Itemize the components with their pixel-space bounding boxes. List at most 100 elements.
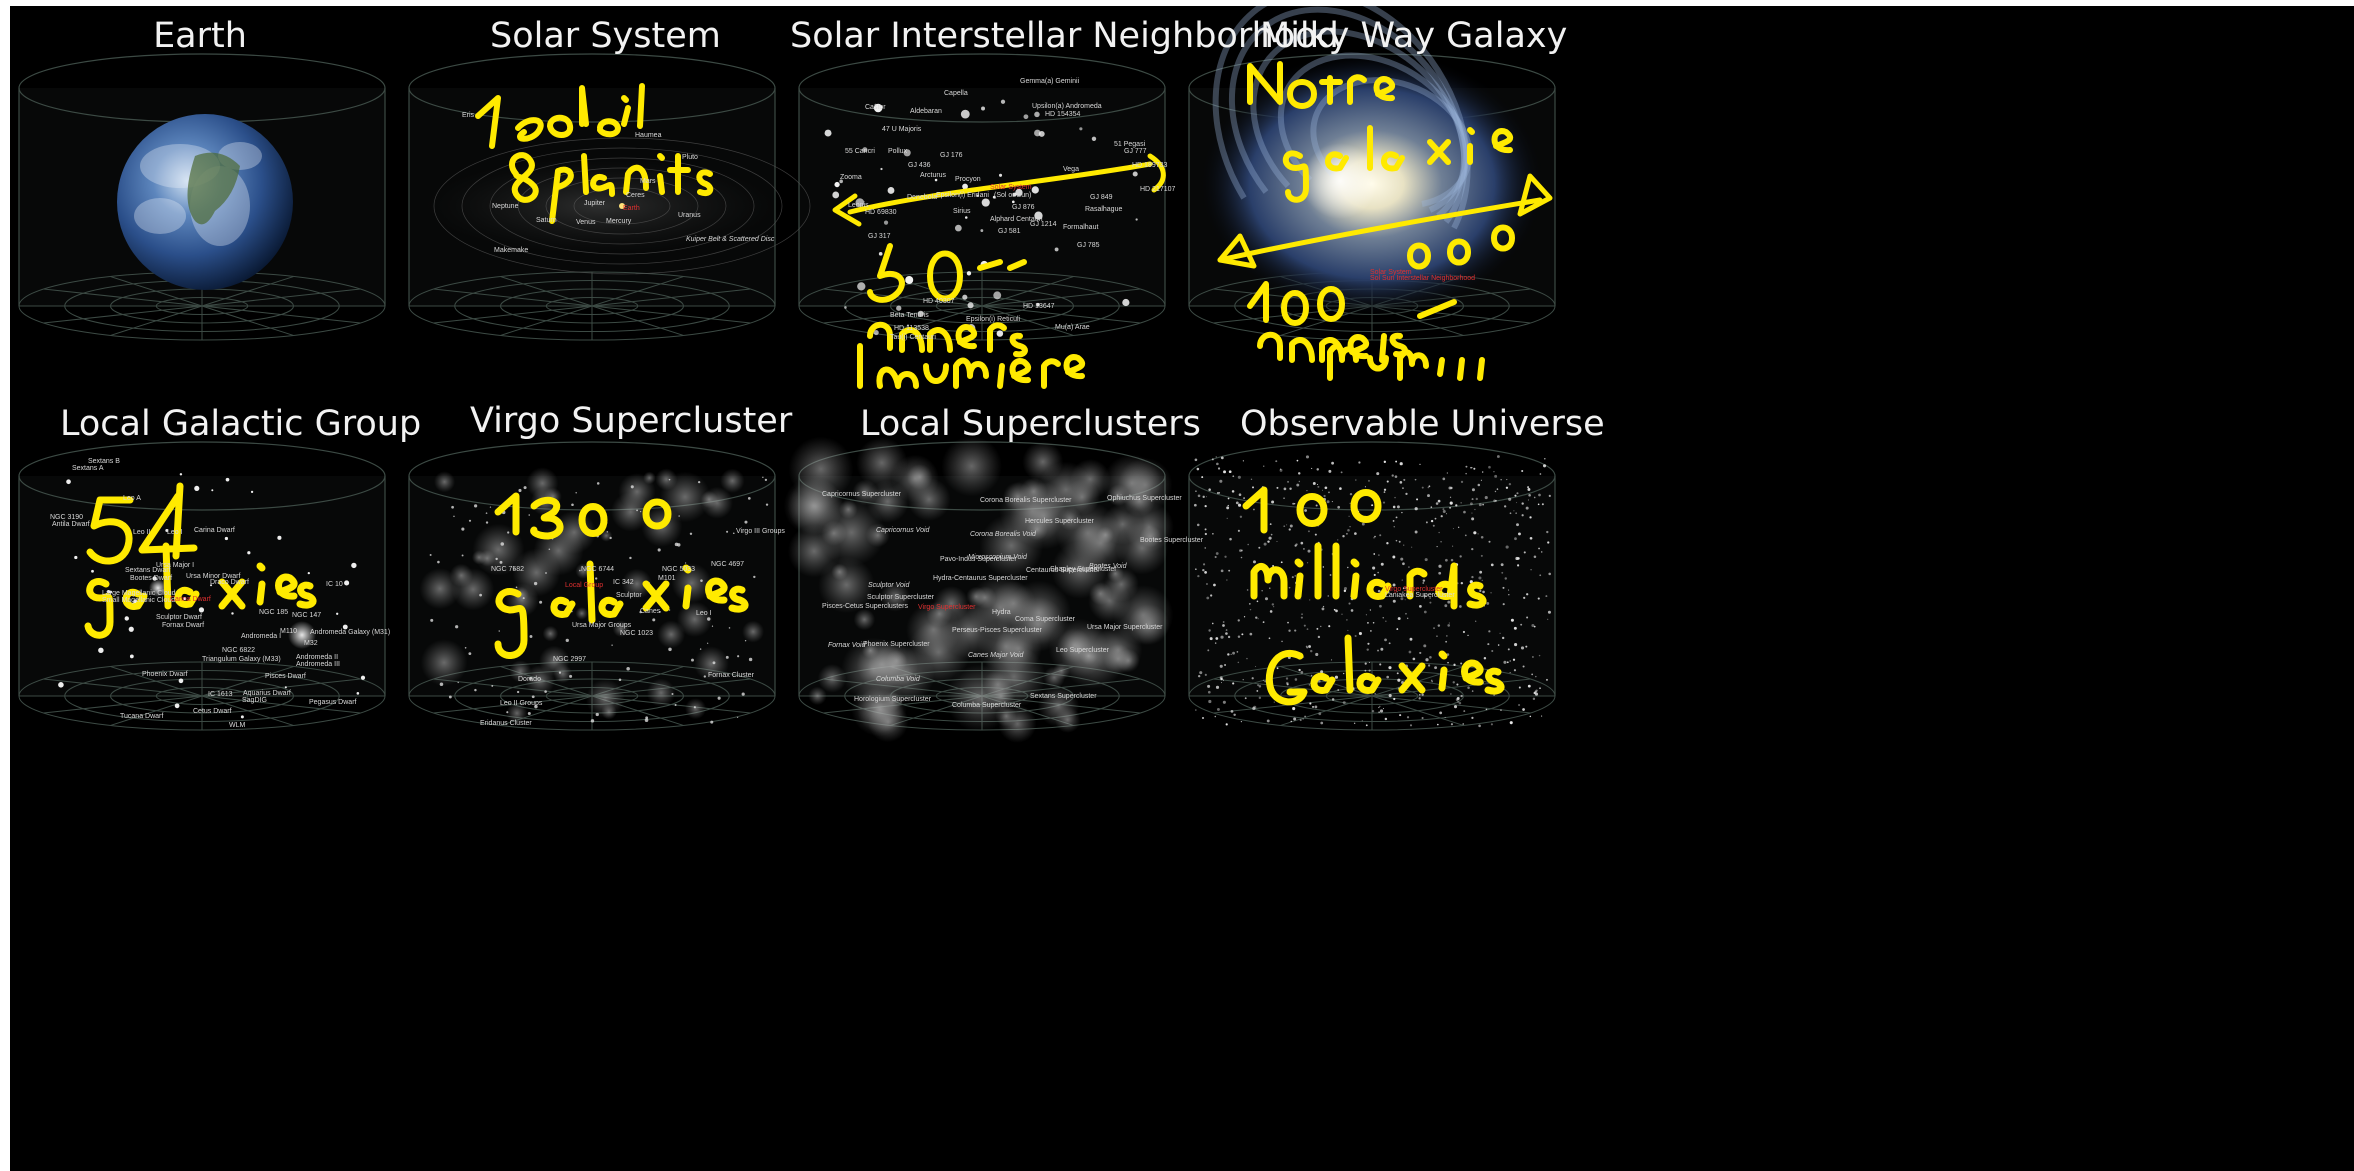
galaxy-dot <box>697 480 701 484</box>
cylinder-frame <box>18 441 386 731</box>
supercluster-cloud <box>817 498 886 567</box>
galaxy-speck <box>1288 629 1291 632</box>
galaxy-speck <box>1298 668 1301 672</box>
galaxy-speck <box>1460 662 1463 665</box>
galaxy-speck <box>1490 592 1492 594</box>
galaxy-speck <box>1422 582 1425 584</box>
galaxy-cluster-clump <box>434 471 456 493</box>
galaxy-speck <box>1226 517 1228 519</box>
spiral-arm <box>1212 6 1471 230</box>
supercluster-cloud <box>1128 604 1170 646</box>
galaxy-speck <box>1303 624 1306 627</box>
galaxy-dot <box>58 682 64 688</box>
galaxy-speck <box>1300 598 1302 600</box>
galaxy-speck <box>1428 664 1431 667</box>
galaxy-speck <box>1402 587 1405 590</box>
galaxy-speck <box>1232 682 1235 685</box>
grid-spoke <box>110 666 203 697</box>
galaxy-speck <box>1365 614 1368 616</box>
galaxy-speck <box>1538 493 1541 497</box>
galaxy-dot <box>360 675 366 680</box>
galaxy-speck <box>1306 490 1308 492</box>
galaxy-speck <box>1202 495 1205 498</box>
supercluster-cloud <box>891 454 939 503</box>
object-label: Andromeda Galaxy (M31) <box>310 629 391 636</box>
galaxy-speck <box>1279 468 1282 470</box>
supercluster-cloud <box>841 637 906 703</box>
galaxy-speck <box>1206 596 1210 600</box>
galaxy-dot <box>545 572 547 574</box>
galaxy-cluster-clump <box>472 523 525 576</box>
handwriting-arrowhead <box>1147 153 1166 193</box>
galaxy-speck <box>1207 684 1211 688</box>
galaxy-speck <box>1215 456 1217 458</box>
star-dot <box>1054 247 1059 252</box>
galaxy-cluster-clump <box>643 471 656 485</box>
galaxy-speck <box>1445 513 1448 515</box>
galaxy-dot <box>500 542 505 546</box>
galaxy-speck <box>1371 709 1375 713</box>
star-dot <box>1036 302 1040 307</box>
galaxy-speck <box>1196 523 1200 527</box>
galaxy-speck <box>1378 711 1380 713</box>
galaxy-speck <box>1496 455 1500 458</box>
galaxy-speck <box>1395 516 1398 519</box>
galaxy-speck <box>1246 657 1248 660</box>
galaxy-speck <box>1500 479 1502 481</box>
galaxy-dot <box>765 503 769 506</box>
star-dot <box>992 195 996 199</box>
supercluster-cloud <box>1022 441 1064 483</box>
galaxy-speck <box>1211 458 1214 461</box>
star-dot <box>967 302 974 309</box>
galaxy-dot <box>732 532 735 535</box>
galaxy-dot <box>468 652 472 656</box>
grid-spoke <box>433 288 593 307</box>
galaxy-speck <box>1484 496 1488 500</box>
galaxy-dot <box>741 692 745 696</box>
object-label: Leo A <box>123 495 141 502</box>
galaxy-speck <box>1482 590 1485 594</box>
galaxy-speck <box>1287 480 1289 483</box>
galaxy-dot <box>522 597 525 600</box>
galaxy-speck <box>1482 503 1484 506</box>
figure-artwork <box>18 6 1556 743</box>
galaxy-speck <box>1355 479 1357 481</box>
star-dot <box>1132 171 1138 177</box>
galaxy-speck <box>1225 723 1228 726</box>
galaxy-speck <box>1368 479 1370 482</box>
galaxy-speck <box>1201 476 1204 479</box>
galaxy-speck <box>1446 635 1448 637</box>
galaxy-speck <box>1232 475 1235 478</box>
object-label: Ursa Major I <box>156 562 195 569</box>
galaxy-speck <box>1537 503 1540 506</box>
galaxy-speck <box>1308 645 1311 648</box>
galaxy-speck <box>1480 479 1482 481</box>
galaxy-speck <box>1392 599 1396 603</box>
object-label: Sculptor Supercluster <box>867 594 934 601</box>
galaxy-dot <box>211 489 214 492</box>
grid-spoke <box>591 288 751 307</box>
galaxy-cluster-clump <box>600 529 613 542</box>
object-label: Mu(a) Arae <box>1055 324 1090 331</box>
galaxy-speck <box>1308 684 1310 686</box>
star-dot <box>1135 218 1138 221</box>
star-dot <box>844 306 847 309</box>
grid-spoke <box>1371 678 1531 697</box>
galaxy-speck <box>1438 531 1440 534</box>
galaxy-speck <box>1508 589 1510 591</box>
star-dot <box>857 282 866 291</box>
galaxy-speck <box>1337 539 1339 541</box>
galaxy-dot <box>639 610 642 614</box>
galaxy-dot <box>66 479 71 485</box>
object-label: HD 189733 <box>1132 162 1168 169</box>
galaxy-speck <box>1445 558 1448 562</box>
object-label: Capricornus Supercluster <box>822 491 901 498</box>
galaxy-speck <box>1300 670 1304 674</box>
galaxy-speck <box>1377 571 1379 574</box>
galaxy-speck <box>1478 503 1482 507</box>
galaxy-dot <box>336 612 339 615</box>
object-label: NGC 2997 <box>553 656 587 663</box>
galaxy-speck <box>1499 632 1501 634</box>
galaxy-speck <box>1288 528 1291 531</box>
galaxy-speck <box>1255 616 1258 619</box>
